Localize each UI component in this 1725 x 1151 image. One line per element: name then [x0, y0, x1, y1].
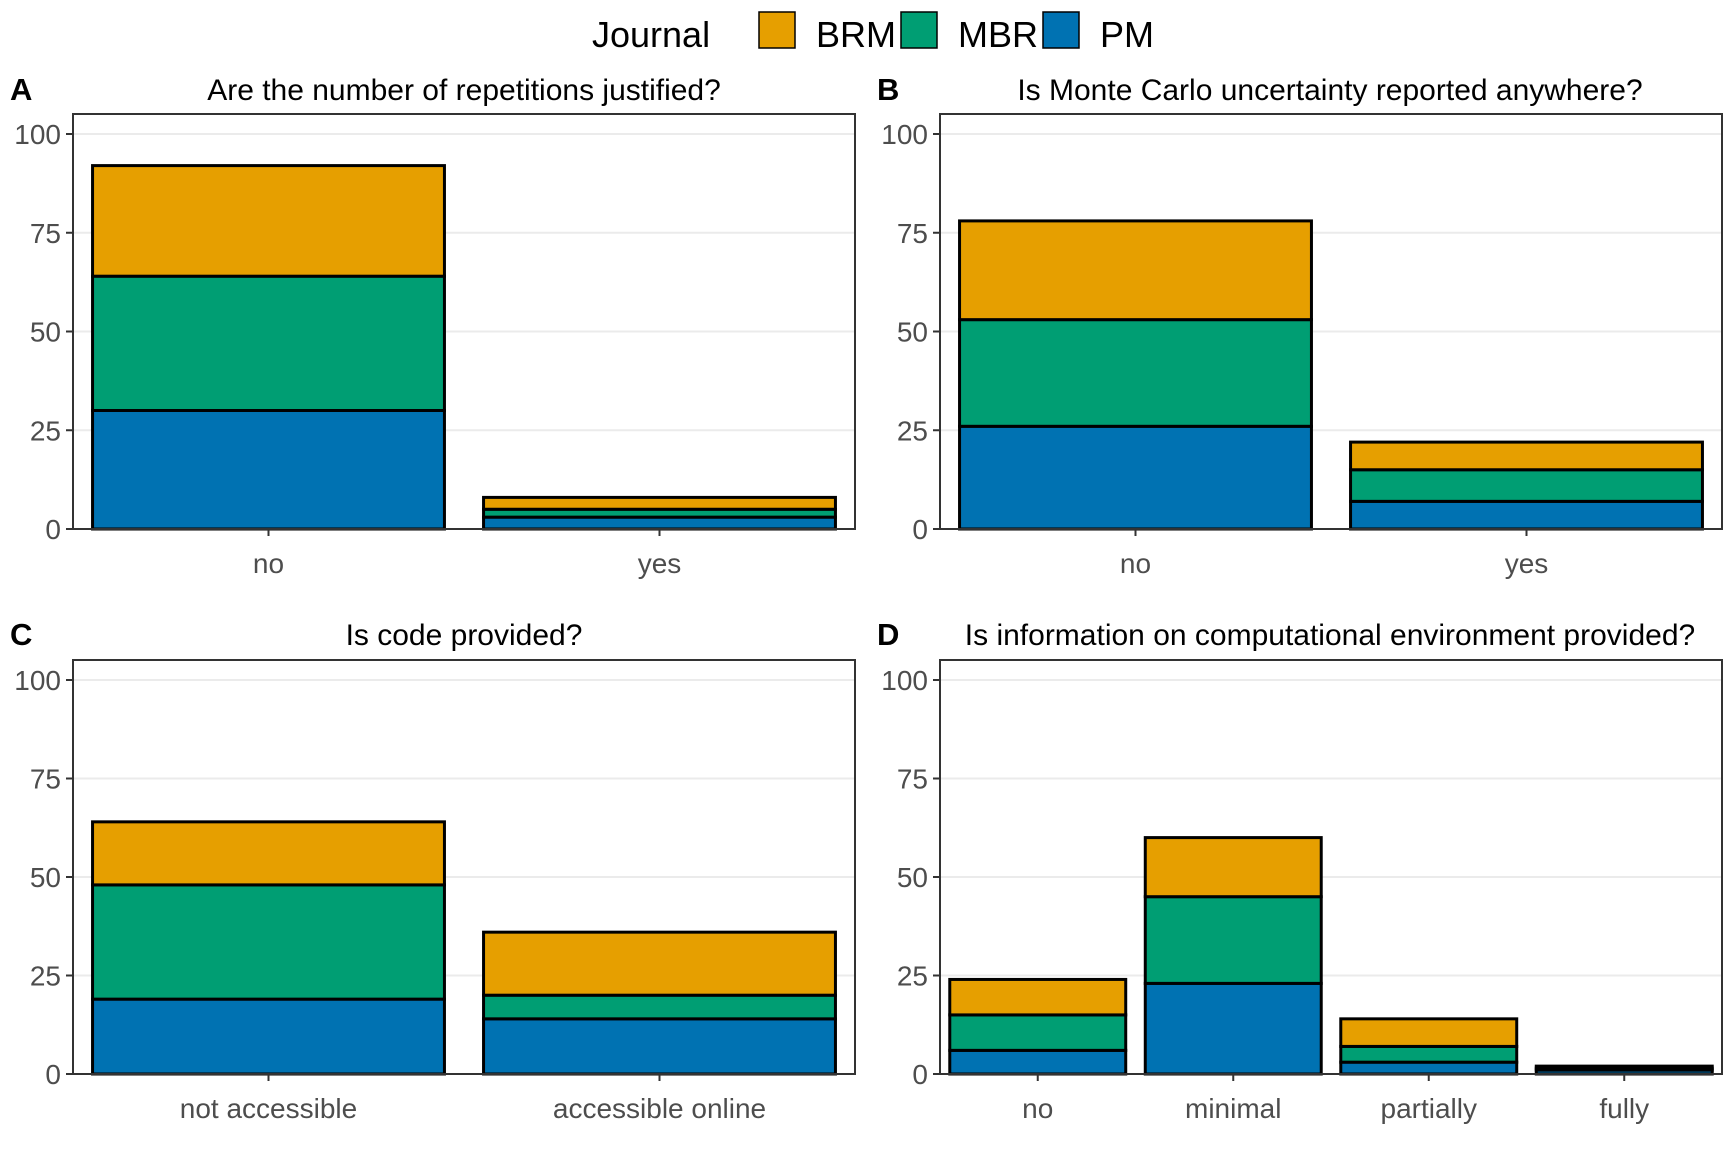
legend-label-brm: BRM	[816, 14, 896, 55]
plot-area-a: no yes 0 25 50 75 100	[14, 113, 856, 579]
x-tick-label: no	[1022, 1093, 1053, 1124]
y-tick-label: 25	[897, 415, 928, 446]
y-tick-label: 25	[30, 961, 61, 992]
bar-segment-brm	[1143, 836, 1323, 899]
y-tick-label: 100	[14, 119, 61, 150]
panel-label-c: C	[10, 617, 32, 652]
y-tick-label: 0	[912, 1059, 928, 1090]
y-tick-label: 0	[45, 1059, 61, 1090]
y-tick-label: 50	[30, 317, 61, 348]
y-tick-label: 0	[45, 514, 61, 545]
bar-segment-brm	[91, 164, 446, 278]
bar-segment-pm	[1339, 1060, 1519, 1076]
plot-area-d: no minimal partially fully 0 25 50 75 100	[881, 659, 1723, 1124]
y-tick-label: 100	[881, 119, 928, 150]
y-tick-label: 75	[30, 218, 61, 249]
panel-c: C Is code provided? not accessible access…	[10, 617, 856, 1124]
plot-area-c: not accessible accessible online 0 25 50 75 10…	[14, 659, 856, 1124]
bar-segment-pm	[1143, 981, 1323, 1076]
legend-label-pm: PM	[1100, 14, 1154, 55]
x-tick-label: accessible online	[553, 1093, 766, 1124]
panel-title-c: Is code provided?	[346, 619, 583, 652]
panel-border	[939, 113, 1723, 530]
bar-segment-brm	[91, 820, 446, 887]
bar-segment-mbr	[1143, 895, 1323, 985]
bar-segment-brm	[1349, 440, 1704, 472]
y-tick-label: 100	[881, 665, 928, 696]
y-tick-label: 0	[912, 514, 928, 545]
x-tick-label: minimal	[1185, 1093, 1281, 1124]
bar-segment-brm	[1339, 1017, 1519, 1048]
y-tick-label: 100	[14, 665, 61, 696]
legend-key-brm	[758, 11, 796, 49]
bar-segment-mbr	[1339, 1044, 1519, 1064]
y-tick-label: 25	[30, 415, 61, 446]
bar-segment-brm	[948, 977, 1128, 1017]
bar-segment-pm	[1349, 499, 1704, 531]
legend-key-mbr	[900, 11, 938, 49]
bar-segment-mbr	[91, 883, 446, 1001]
legend-title: Journal	[592, 14, 710, 55]
bar-segment-pm	[958, 424, 1313, 531]
panel-label-d: D	[877, 617, 899, 652]
panel-title-a: Are the number of repetitions justified?	[207, 74, 721, 107]
bar-segment-pm	[482, 1017, 837, 1076]
legend-label-mbr: MBR	[958, 14, 1038, 55]
x-tick-label: not accessible	[180, 1093, 357, 1124]
x-tick-label: no	[1120, 548, 1151, 579]
x-tick-label: partially	[1381, 1093, 1477, 1124]
panel-label-b: B	[877, 72, 899, 107]
y-tick-label: 50	[897, 317, 928, 348]
panel-label-a: A	[10, 72, 32, 107]
panel-border	[72, 659, 856, 1075]
x-tick-label: fully	[1599, 1093, 1649, 1124]
bar-segment-mbr	[91, 274, 446, 413]
y-tick-label: 50	[897, 862, 928, 893]
bar-segment-brm	[958, 219, 1313, 322]
y-tick-label: 75	[897, 218, 928, 249]
panel-title-d: Is information on computational environm…	[965, 619, 1695, 652]
y-tick-label: 75	[30, 764, 61, 795]
panel-a: A Are the number of repetitions justifie…	[10, 72, 856, 579]
panel-b: B Is Monte Carlo uncertainty reported an…	[877, 72, 1723, 579]
panel-border	[939, 659, 1723, 1075]
bar-segment-mbr	[1349, 468, 1704, 503]
y-tick-label: 50	[30, 862, 61, 893]
bar-segment-mbr	[948, 1013, 1128, 1052]
y-tick-label: 75	[897, 764, 928, 795]
bar-segment-pm	[482, 515, 837, 531]
x-tick-label: yes	[638, 548, 682, 579]
bar-segment-brm	[1534, 1064, 1714, 1070]
plot-area-b: no yes 0 25 50 75 100	[881, 113, 1723, 579]
legend-key-pm	[1042, 11, 1080, 49]
panel-title-b: Is Monte Carlo uncertainty reported anyw…	[1017, 74, 1642, 107]
bar-segment-brm	[482, 495, 837, 511]
bar-segment-pm	[948, 1048, 1128, 1076]
bar-segment-brm	[482, 930, 837, 997]
x-tick-label: no	[253, 548, 284, 579]
bar-segment-pm	[91, 409, 446, 531]
y-tick-label: 25	[897, 961, 928, 992]
x-tick-label: yes	[1505, 548, 1549, 579]
bar-segment-mbr	[482, 993, 837, 1021]
panel-border	[72, 113, 856, 530]
legend: Journal BRM MBR PM	[592, 11, 1154, 55]
bar-segment-pm	[91, 997, 446, 1076]
panel-d: D Is information on computational enviro…	[877, 617, 1723, 1124]
bar-segment-mbr	[958, 318, 1313, 428]
